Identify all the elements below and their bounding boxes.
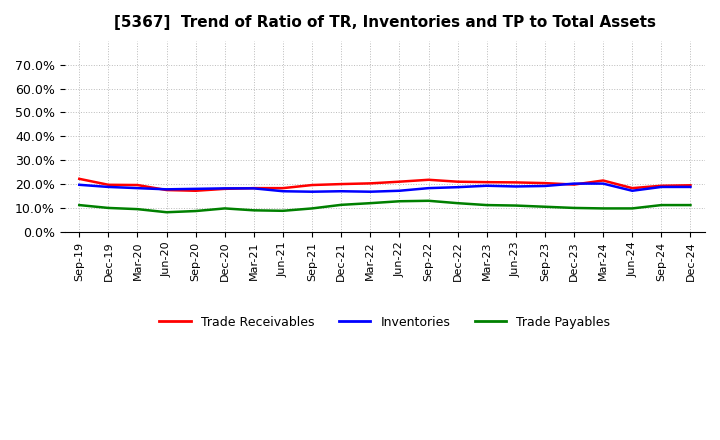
Trade Payables bbox=[220, 206, 229, 211]
Trade Payables bbox=[307, 206, 316, 211]
Trade Receivables bbox=[395, 179, 404, 184]
Trade Payables bbox=[570, 205, 578, 211]
Inventories bbox=[75, 182, 84, 187]
Trade Payables bbox=[628, 206, 636, 211]
Line: Trade Payables: Trade Payables bbox=[79, 201, 690, 212]
Trade Receivables bbox=[250, 186, 258, 191]
Trade Payables bbox=[599, 206, 608, 211]
Trade Payables bbox=[511, 203, 520, 208]
Trade Receivables bbox=[337, 181, 346, 187]
Inventories bbox=[366, 189, 374, 194]
Inventories bbox=[599, 181, 608, 186]
Trade Payables bbox=[366, 201, 374, 206]
Inventories bbox=[307, 189, 316, 194]
Trade Receivables bbox=[628, 186, 636, 191]
Inventories bbox=[541, 183, 549, 189]
Trade Payables bbox=[454, 201, 462, 206]
Trade Receivables bbox=[279, 186, 287, 191]
Inventories bbox=[250, 186, 258, 191]
Trade Receivables bbox=[366, 181, 374, 186]
Inventories bbox=[511, 184, 520, 189]
Trade Payables bbox=[541, 204, 549, 209]
Inventories bbox=[628, 188, 636, 194]
Inventories bbox=[570, 181, 578, 186]
Trade Payables bbox=[395, 198, 404, 204]
Trade Receivables bbox=[133, 183, 142, 188]
Inventories bbox=[395, 188, 404, 194]
Title: [5367]  Trend of Ratio of TR, Inventories and TP to Total Assets: [5367] Trend of Ratio of TR, Inventories… bbox=[114, 15, 656, 30]
Trade Payables bbox=[337, 202, 346, 208]
Trade Receivables bbox=[75, 176, 84, 181]
Trade Receivables bbox=[192, 188, 200, 194]
Trade Receivables bbox=[570, 182, 578, 187]
Legend: Trade Receivables, Inventories, Trade Payables: Trade Receivables, Inventories, Trade Pa… bbox=[154, 311, 616, 334]
Trade Receivables bbox=[162, 187, 171, 193]
Trade Receivables bbox=[541, 180, 549, 186]
Trade Receivables bbox=[657, 183, 666, 188]
Trade Payables bbox=[279, 208, 287, 213]
Inventories bbox=[192, 186, 200, 191]
Trade Receivables bbox=[104, 182, 113, 187]
Trade Payables bbox=[192, 209, 200, 214]
Trade Payables bbox=[104, 205, 113, 211]
Trade Receivables bbox=[686, 183, 695, 188]
Trade Payables bbox=[424, 198, 433, 203]
Trade Receivables bbox=[307, 183, 316, 188]
Line: Inventories: Inventories bbox=[79, 183, 690, 192]
Inventories bbox=[424, 186, 433, 191]
Trade Receivables bbox=[511, 180, 520, 185]
Trade Payables bbox=[133, 206, 142, 212]
Trade Receivables bbox=[424, 177, 433, 183]
Inventories bbox=[657, 184, 666, 190]
Inventories bbox=[104, 184, 113, 190]
Line: Trade Receivables: Trade Receivables bbox=[79, 179, 690, 191]
Inventories bbox=[279, 189, 287, 194]
Inventories bbox=[162, 187, 171, 192]
Trade Payables bbox=[482, 202, 491, 208]
Trade Payables bbox=[75, 202, 84, 208]
Inventories bbox=[482, 183, 491, 188]
Inventories bbox=[133, 186, 142, 191]
Inventories bbox=[454, 184, 462, 190]
Trade Payables bbox=[162, 209, 171, 215]
Inventories bbox=[686, 184, 695, 190]
Inventories bbox=[337, 189, 346, 194]
Trade Payables bbox=[686, 202, 695, 208]
Inventories bbox=[220, 186, 229, 191]
Trade Receivables bbox=[599, 178, 608, 183]
Trade Receivables bbox=[482, 180, 491, 185]
Trade Receivables bbox=[220, 186, 229, 191]
Trade Receivables bbox=[454, 179, 462, 184]
Trade Payables bbox=[657, 202, 666, 208]
Trade Payables bbox=[250, 208, 258, 213]
